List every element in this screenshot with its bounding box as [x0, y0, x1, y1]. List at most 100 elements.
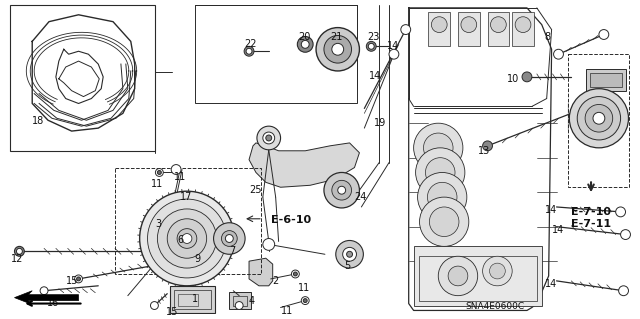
Circle shape [157, 170, 161, 174]
Text: 11: 11 [150, 179, 163, 189]
Circle shape [401, 25, 411, 34]
Text: 9: 9 [195, 254, 201, 264]
Bar [590, 73, 621, 87]
Text: 5: 5 [344, 261, 351, 271]
Circle shape [324, 35, 351, 63]
Circle shape [438, 256, 477, 296]
Circle shape [413, 123, 463, 173]
Text: 15: 15 [166, 308, 179, 317]
Circle shape [15, 246, 24, 256]
Circle shape [177, 229, 197, 249]
Circle shape [424, 133, 453, 163]
Circle shape [263, 132, 275, 144]
Circle shape [577, 97, 621, 140]
Circle shape [621, 230, 630, 240]
Circle shape [157, 227, 165, 234]
Text: 16: 16 [47, 298, 60, 308]
Bar [568, 54, 630, 187]
Bar [233, 296, 247, 306]
Text: 6: 6 [177, 234, 183, 245]
Circle shape [156, 168, 163, 176]
Circle shape [182, 234, 192, 243]
Text: 18: 18 [32, 116, 44, 126]
Circle shape [366, 41, 376, 51]
Bar [170, 286, 214, 313]
Circle shape [461, 17, 477, 33]
Text: 7: 7 [229, 246, 236, 256]
Bar [586, 69, 625, 91]
Bar [195, 5, 358, 103]
Circle shape [195, 249, 205, 259]
Circle shape [157, 209, 216, 268]
Circle shape [342, 247, 356, 261]
Text: 17: 17 [180, 192, 193, 202]
Text: 10: 10 [508, 74, 520, 84]
Text: 19: 19 [374, 118, 387, 128]
Polygon shape [249, 143, 360, 187]
Text: E-7-10: E-7-10 [572, 207, 611, 217]
Circle shape [301, 297, 309, 305]
Circle shape [336, 241, 364, 268]
Circle shape [428, 182, 457, 212]
Bar [413, 246, 541, 306]
Text: 14: 14 [369, 71, 381, 81]
Circle shape [368, 43, 374, 49]
Circle shape [490, 263, 506, 279]
Circle shape [490, 17, 506, 33]
Text: 2: 2 [273, 276, 279, 286]
Circle shape [225, 234, 233, 242]
Circle shape [515, 17, 531, 33]
Circle shape [522, 72, 532, 82]
Text: 14: 14 [552, 225, 564, 235]
Bar [10, 5, 156, 151]
Text: 1: 1 [192, 294, 198, 304]
Text: 22: 22 [244, 40, 257, 49]
Circle shape [301, 41, 309, 48]
Circle shape [150, 301, 158, 309]
Circle shape [167, 219, 207, 258]
Circle shape [417, 173, 467, 222]
Circle shape [140, 191, 234, 286]
Circle shape [293, 272, 298, 276]
Text: 21: 21 [330, 32, 342, 41]
Text: 3: 3 [156, 219, 161, 229]
Circle shape [332, 180, 351, 200]
Circle shape [338, 186, 346, 194]
Text: 14: 14 [387, 41, 399, 51]
Bar [174, 290, 211, 309]
Text: 25: 25 [249, 185, 262, 195]
Circle shape [415, 148, 465, 197]
Circle shape [585, 104, 612, 132]
Bar [512, 12, 534, 46]
Circle shape [291, 270, 300, 278]
Circle shape [298, 36, 313, 52]
Circle shape [263, 239, 275, 250]
Polygon shape [249, 258, 273, 286]
Text: 4: 4 [249, 296, 255, 306]
Text: E-6-10: E-6-10 [271, 215, 311, 225]
Circle shape [266, 135, 272, 141]
FancyArrowPatch shape [28, 301, 81, 306]
Circle shape [483, 141, 492, 151]
Circle shape [236, 301, 243, 309]
Circle shape [148, 199, 227, 278]
Circle shape [197, 252, 202, 257]
Text: SNA4E0600C: SNA4E0600C [466, 301, 525, 311]
Circle shape [389, 49, 399, 59]
Circle shape [431, 17, 447, 33]
Text: 8: 8 [545, 32, 551, 41]
Text: 12: 12 [10, 254, 23, 264]
Text: 13: 13 [477, 146, 490, 156]
Circle shape [17, 249, 22, 254]
Circle shape [246, 48, 252, 54]
Text: 24: 24 [355, 192, 367, 202]
Text: 11: 11 [280, 306, 293, 315]
Circle shape [40, 287, 48, 295]
Circle shape [221, 231, 237, 246]
Circle shape [316, 28, 360, 71]
Circle shape [182, 236, 188, 241]
Polygon shape [15, 291, 79, 305]
Polygon shape [568, 103, 586, 130]
Circle shape [332, 43, 344, 55]
Bar [428, 12, 450, 46]
